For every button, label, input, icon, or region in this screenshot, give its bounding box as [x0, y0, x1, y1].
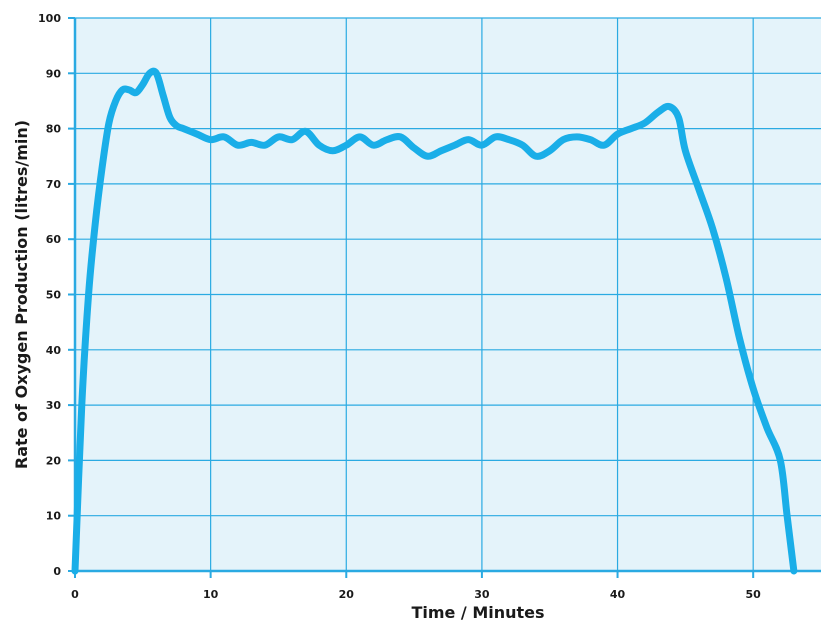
y-tick-label: 60 — [46, 233, 62, 246]
oxygen-rate-series-line — [71, 67, 798, 575]
y-tick-label: 40 — [46, 344, 62, 357]
y-tick-label: 20 — [46, 454, 62, 467]
x-tick-label: 50 — [746, 588, 762, 601]
x-tick-label: 10 — [203, 588, 219, 601]
y-tick-label: 0 — [53, 565, 61, 578]
x-axis-title: Time / Minutes — [411, 603, 544, 622]
x-tick-label: 40 — [610, 588, 626, 601]
y-tick-label: 80 — [46, 123, 62, 136]
y-tick-label: 30 — [46, 399, 62, 412]
grid-lines — [75, 17, 821, 571]
y-tick-label: 100 — [38, 12, 61, 25]
x-tick-label: 30 — [474, 588, 490, 601]
y-tick-label: 10 — [46, 510, 62, 523]
y-axis-title: Rate of Oxygen Production (litres/min) — [12, 120, 31, 469]
x-tick-label: 0 — [71, 588, 79, 601]
y-tick-label: 70 — [46, 178, 62, 191]
y-tick-label: 50 — [46, 289, 62, 302]
x-tick-label: 20 — [339, 588, 355, 601]
tick-labels: 0 10 20 30 40 50 60 70 80 90 100 0 10 20 30 40 50 — [38, 12, 761, 601]
y-tick-label: 90 — [46, 67, 62, 80]
series-layer — [71, 67, 798, 575]
